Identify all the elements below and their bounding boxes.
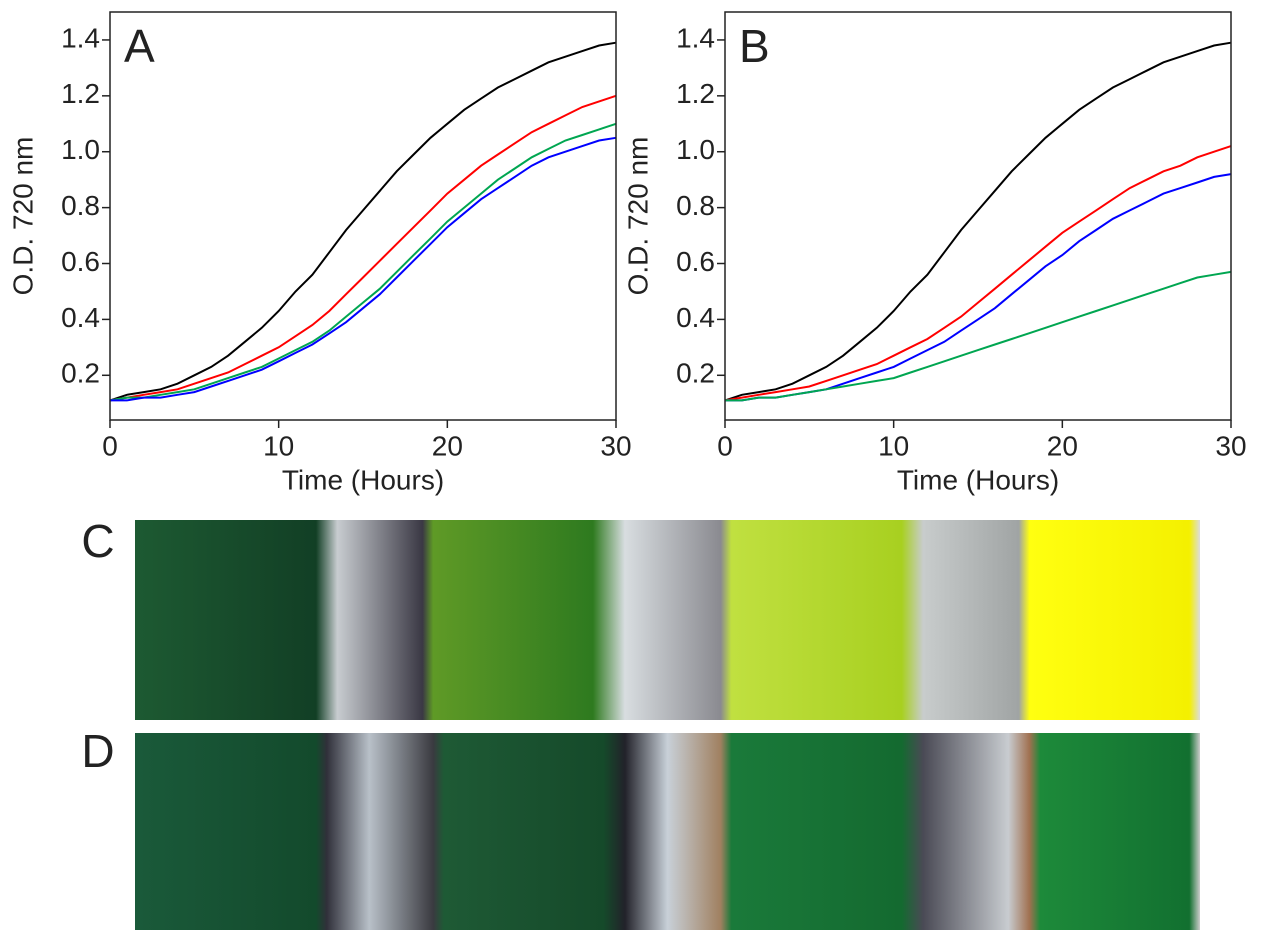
y-tick-label: 0.2 xyxy=(676,358,715,389)
data-line xyxy=(109,94,617,402)
x-tick-label: 0 xyxy=(717,430,733,461)
y-tick-label: 1.0 xyxy=(61,134,100,165)
photo-d xyxy=(135,733,1200,930)
x-axis-label: Time (Hours) xyxy=(282,464,444,495)
y-tick-label: 0.8 xyxy=(676,190,715,221)
y-tick-label: 1.2 xyxy=(61,78,100,109)
x-tick-label: 0 xyxy=(102,430,118,461)
plot-frame xyxy=(109,11,617,421)
x-tick-label: 30 xyxy=(600,430,631,461)
x-tick-label: 20 xyxy=(1047,430,1078,461)
data-line xyxy=(725,173,1232,402)
x-tick-label: 20 xyxy=(432,430,463,461)
y-tick-label: 0.4 xyxy=(61,302,100,333)
y-tick-label: 1.2 xyxy=(676,78,715,109)
data-line xyxy=(725,270,1232,402)
plot-frame xyxy=(724,11,1232,421)
panel-label: B xyxy=(739,20,770,72)
y-tick-label: 1.4 xyxy=(676,22,715,53)
y-axis-label: O.D. 720 nm xyxy=(7,137,38,296)
panel-label: D xyxy=(81,725,114,777)
y-tick-label: 0.6 xyxy=(676,246,715,277)
photo-c xyxy=(135,520,1200,720)
data-line xyxy=(724,41,1232,402)
panel-label: C xyxy=(81,515,114,567)
y-tick-label: 0.6 xyxy=(61,246,100,277)
y-tick-label: 0.2 xyxy=(61,358,100,389)
data-line xyxy=(109,41,617,402)
data-line xyxy=(110,136,617,402)
x-axis-label: Time (Hours) xyxy=(897,464,1059,495)
x-tick-label: 30 xyxy=(1215,430,1246,461)
y-tick-label: 1.0 xyxy=(676,134,715,165)
y-tick-label: 1.4 xyxy=(61,22,100,53)
y-tick-label: 0.4 xyxy=(676,302,715,333)
y-axis-label: O.D. 720 nm xyxy=(622,137,653,296)
data-line xyxy=(724,145,1232,402)
x-tick-label: 10 xyxy=(263,430,294,461)
y-tick-label: 0.8 xyxy=(61,190,100,221)
data-line xyxy=(109,122,617,402)
panel-label: A xyxy=(124,20,155,72)
x-tick-label: 10 xyxy=(878,430,909,461)
